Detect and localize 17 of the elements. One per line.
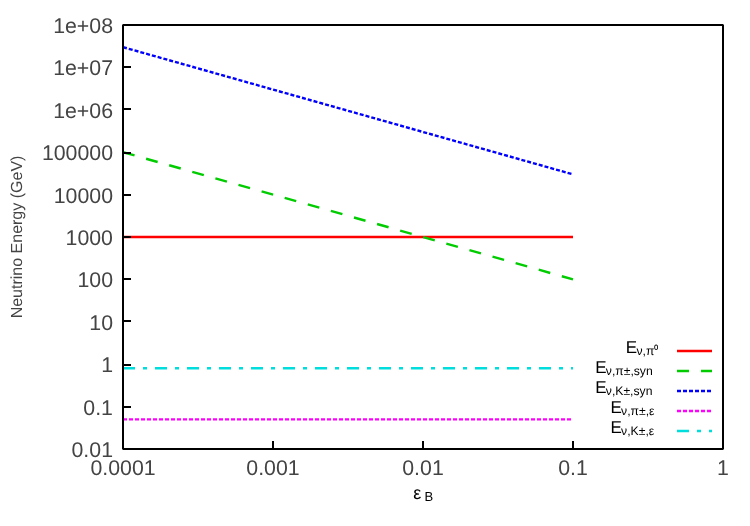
y-tick-label: 1 [101, 354, 114, 379]
x-tick-label: 0.01 [402, 457, 444, 481]
y-tick-label: 100 [77, 269, 114, 294]
y-tick-label: 10 [89, 311, 114, 336]
y-tick-label: 1e+06 [53, 99, 114, 124]
y-tick-label: 1000 [65, 227, 114, 251]
y-tick-label: 1e+07 [53, 57, 114, 82]
x-tick-label: 0.001 [246, 457, 300, 481]
y-tick-label: 1e+08 [53, 15, 114, 39]
y-axis-title: Neutrino Energy (GeV) [7, 154, 26, 319]
y-tick-label: 100000 [41, 142, 114, 167]
x-tick-label: 0.0001 [90, 457, 156, 481]
x-tick-label: 1 [717, 457, 730, 481]
y-tick-label: 0.1 [83, 396, 114, 421]
y-tick-label: 0.01 [71, 439, 114, 463]
x-tick-label: 0.1 [558, 457, 588, 481]
y-tick-label: 10000 [53, 184, 114, 209]
